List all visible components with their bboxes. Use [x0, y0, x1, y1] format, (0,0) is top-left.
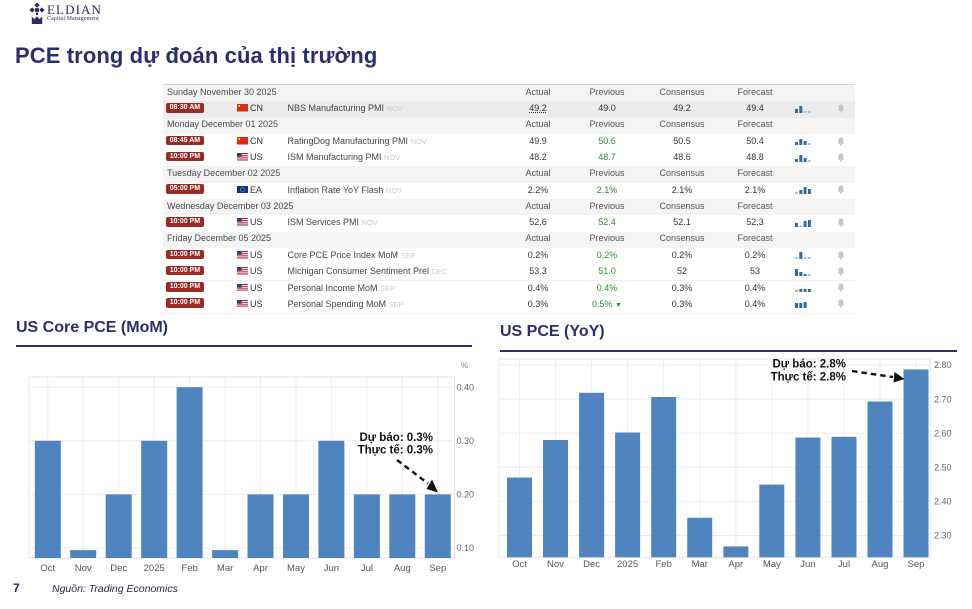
svg-text:2.60: 2.60 [934, 428, 952, 438]
svg-text:Aug: Aug [872, 559, 889, 570]
svg-text:Dự báo: 2.8%: Dự báo: 2.8% [772, 359, 846, 371]
svg-text:Apr: Apr [253, 563, 268, 574]
svg-text:Oct: Oct [40, 563, 55, 574]
svg-text:Thực tế: 2.8%: Thực tế: 2.8% [771, 372, 846, 384]
svg-text:2.30: 2.30 [934, 531, 952, 541]
svg-text:2025: 2025 [144, 563, 165, 574]
svg-text:0.10: 0.10 [457, 543, 475, 553]
svg-text:Thực tế: 0.3%: Thực tế: 0.3% [358, 445, 433, 457]
svg-text:Dự báo: 0.3%: Dự báo: 0.3% [359, 432, 433, 444]
svg-text:Nov: Nov [75, 563, 92, 574]
svg-text:Dec: Dec [583, 559, 600, 570]
svg-text:%: % [461, 361, 468, 370]
svg-text:Aug: Aug [394, 563, 411, 574]
svg-text:2.40: 2.40 [934, 497, 952, 507]
svg-text:Sep: Sep [908, 559, 925, 570]
svg-text:Mar: Mar [217, 563, 233, 574]
svg-text:Feb: Feb [181, 563, 197, 574]
svg-text:Feb: Feb [656, 559, 672, 570]
svg-text:0.40: 0.40 [457, 382, 475, 392]
svg-text:Oct: Oct [512, 559, 527, 570]
svg-text:Jul: Jul [838, 559, 850, 570]
svg-text:Apr: Apr [728, 559, 743, 570]
svg-text:2.80: 2.80 [934, 360, 952, 370]
svg-text:0.20: 0.20 [457, 490, 475, 500]
svg-text:2.70: 2.70 [934, 394, 952, 404]
svg-text:2025: 2025 [617, 559, 638, 570]
svg-text:May: May [763, 559, 781, 570]
svg-text:Sep: Sep [429, 563, 446, 574]
svg-text:Jul: Jul [361, 563, 373, 574]
svg-text:Jun: Jun [800, 559, 815, 570]
svg-text:Mar: Mar [692, 559, 708, 570]
svg-text:Dec: Dec [110, 563, 127, 574]
svg-text:0.30: 0.30 [457, 436, 475, 446]
svg-text:Nov: Nov [547, 559, 564, 570]
svg-text:2.50: 2.50 [934, 463, 952, 473]
svg-text:May: May [287, 563, 305, 574]
svg-text:Jun: Jun [324, 563, 339, 574]
